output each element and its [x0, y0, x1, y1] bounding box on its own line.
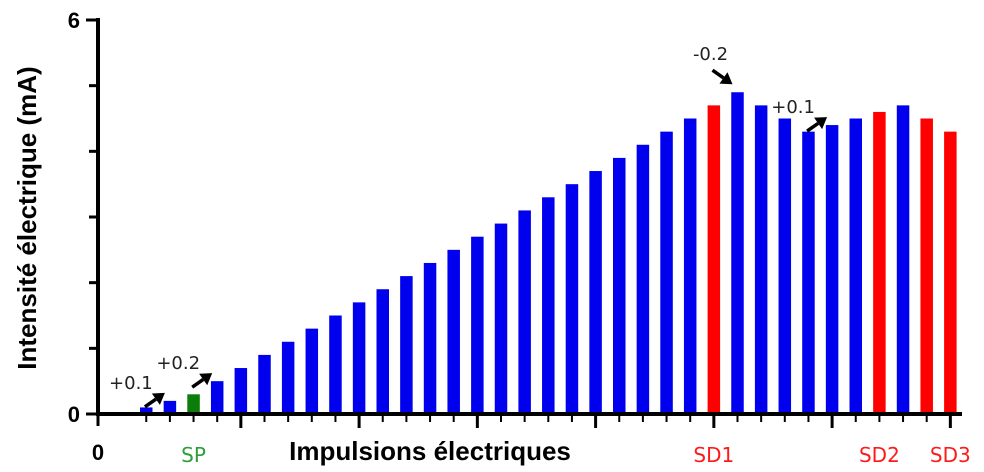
bar-18 [542, 197, 555, 414]
annotation-arrow [143, 397, 157, 409]
annotation-arrowhead [814, 117, 828, 130]
bar-29 [802, 131, 815, 414]
annotations-group: +0.1+0.2-0.2+0.1 [109, 44, 828, 409]
annotation-arrow [806, 121, 820, 133]
bar-9 [329, 315, 342, 414]
bar-19 [565, 184, 579, 414]
bar-17 [518, 210, 531, 414]
annotation-label: -0.2 [693, 44, 728, 65]
bar-14 [447, 249, 460, 414]
category-label-sd2: SD2 [859, 443, 900, 467]
annotation-arrowhead [199, 373, 213, 386]
y-axis-title: Intensité électrique (mA) [12, 66, 42, 369]
y-ticks-group [86, 18, 98, 416]
annotation-arrow [191, 378, 205, 389]
bar-21 [613, 157, 626, 414]
bar-8 [305, 328, 319, 414]
bars-group [140, 92, 957, 415]
category-label-sd1: SD1 [693, 443, 734, 467]
bar-10 [352, 302, 366, 414]
bar-2 [163, 400, 177, 414]
annotation-label: +0.1 [109, 373, 153, 394]
bar-33 [896, 105, 910, 414]
annotation-arrow [711, 68, 725, 80]
bar-35 [944, 131, 957, 414]
bar-4 [210, 381, 224, 414]
bar-25 [707, 105, 721, 414]
bar-26 [731, 92, 744, 414]
bar-15 [471, 236, 484, 414]
bar-13 [423, 262, 437, 414]
category-labels-group: SP SD1 SD2 SD3 [181, 443, 971, 467]
annotation-label: +0.1 [771, 97, 815, 118]
bar-34 [920, 118, 933, 414]
bar-30 [825, 125, 839, 415]
bar-12 [400, 276, 413, 414]
annotation-arrowhead [151, 392, 165, 405]
bar-20 [589, 171, 602, 414]
x-ticks-group [96, 414, 952, 428]
x-axis-title: Impulsions électriques [289, 436, 571, 466]
category-label-sp: SP [181, 443, 206, 467]
category-label-sd3: SD3 [930, 443, 971, 467]
bar-3 [187, 394, 200, 414]
bar-22 [636, 144, 650, 414]
annotation-label: +0.2 [156, 353, 200, 374]
bar-1 [140, 407, 153, 414]
bar-16 [494, 223, 508, 414]
annotation-arrowhead [719, 72, 733, 85]
bar-27 [754, 105, 768, 414]
bar-32 [873, 111, 886, 414]
axes-group [86, 18, 962, 428]
bar-31 [849, 118, 862, 414]
bar-5 [234, 368, 248, 414]
x-origin-label: 0 [92, 440, 104, 465]
y-tick-label-6: 6 [68, 8, 80, 33]
y-tick-label-0: 0 [68, 402, 80, 427]
bar-6 [258, 354, 271, 414]
bar-23 [660, 131, 673, 414]
bar-28 [778, 118, 792, 414]
bar-7 [281, 341, 295, 414]
bar-24 [683, 118, 697, 414]
bar-11 [376, 289, 389, 414]
